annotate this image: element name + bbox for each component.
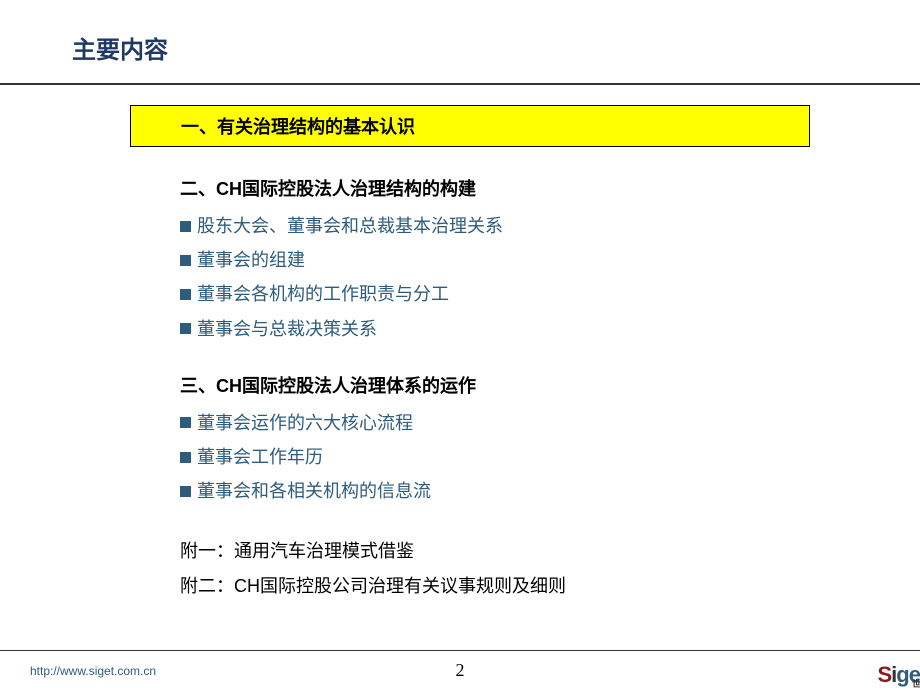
section2-list: 股东大会、董事会和总裁基本治理关系 董事会的组建 董事会各机构的工作职责与分工 … — [180, 209, 880, 346]
highlight-box: 一、有关治理结构的基本认识 — [130, 105, 810, 147]
list-item: 董事会各机构的工作职责与分工 — [180, 277, 880, 311]
logo-letter: g — [896, 662, 908, 687]
list-item: 董事会的组建 — [180, 243, 880, 277]
content-area: 一、有关治理结构的基本认识 二、CH国际控股法人治理结构的构建 股东大会、董事会… — [0, 85, 920, 603]
bullet-icon — [180, 255, 191, 266]
list-item: 董事会和各相关机构的信息流 — [180, 474, 880, 508]
list-item-text: 董事会各机构的工作职责与分工 — [197, 277, 449, 311]
list-item: 董事会与总裁决策关系 — [180, 312, 880, 346]
bullet-icon — [180, 289, 191, 300]
logo-subtext: 世 — [912, 677, 920, 690]
section3-list: 董事会运作的六大核心流程 董事会工作年历 董事会和各相关机构的信息流 — [180, 406, 880, 509]
appendix2: 附二：CH国际控股公司治理有关议事规则及细则 — [180, 569, 880, 603]
list-item-text: 股东大会、董事会和总裁基本治理关系 — [197, 209, 503, 243]
list-item-text: 董事会与总裁决策关系 — [197, 312, 377, 346]
highlight-text: 一、有关治理结构的基本认识 — [181, 117, 415, 137]
slide-title: 主要内容 — [0, 0, 920, 83]
footer: http://www.siget.com.cn 2 Sige 世 — [0, 650, 920, 690]
bullet-icon — [180, 452, 191, 463]
bullet-icon — [180, 417, 191, 428]
list-item-text: 董事会的组建 — [197, 243, 305, 277]
section3-heading: 三、CH国际控股法人治理体系的运作 — [180, 372, 880, 398]
footer-url[interactable]: http://www.siget.com.cn — [30, 664, 156, 678]
list-item-text: 董事会和各相关机构的信息流 — [197, 474, 431, 508]
list-item: 董事会运作的六大核心流程 — [180, 406, 880, 440]
bullet-icon — [180, 486, 191, 497]
bullet-icon — [180, 221, 191, 232]
logo: Sige 世 — [877, 662, 920, 688]
bullet-icon — [180, 323, 191, 334]
list-item-text: 董事会运作的六大核心流程 — [197, 406, 413, 440]
logo-letter: S — [877, 662, 891, 687]
section2-heading: 二、CH国际控股法人治理结构的构建 — [180, 175, 880, 201]
list-item: 董事会工作年历 — [180, 440, 880, 474]
list-item: 股东大会、董事会和总裁基本治理关系 — [180, 209, 880, 243]
appendix1: 附一：通用汽车治理模式借鉴 — [180, 534, 880, 568]
page-number: 2 — [456, 660, 465, 681]
list-item-text: 董事会工作年历 — [197, 440, 323, 474]
